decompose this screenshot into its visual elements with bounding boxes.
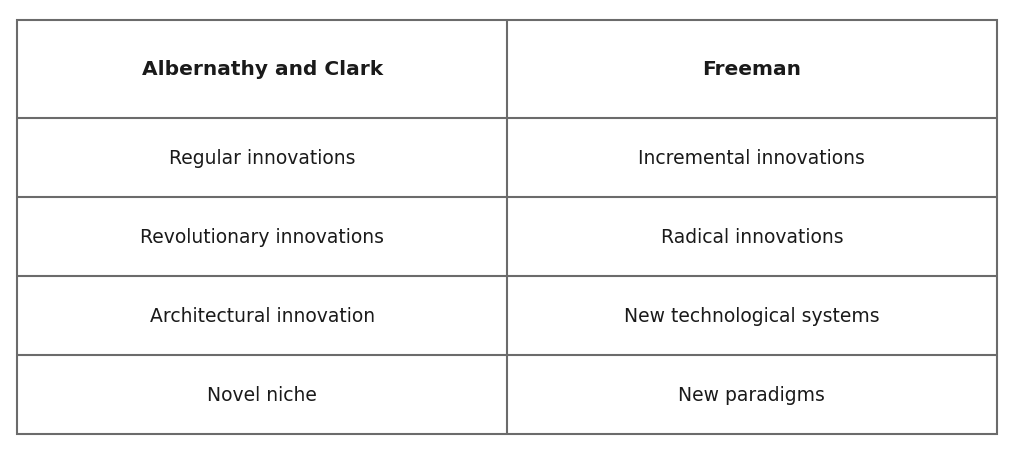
Text: New paradigms: New paradigms [678,385,825,404]
Text: Novel niche: Novel niche [207,385,317,404]
Text: New technological systems: New technological systems [624,306,880,325]
Text: Revolutionary innovations: Revolutionary innovations [140,227,384,246]
Text: Albernathy and Clark: Albernathy and Clark [142,61,382,79]
Text: Architectural innovation: Architectural innovation [149,306,375,325]
Text: Incremental innovations: Incremental innovations [639,148,865,167]
Text: Freeman: Freeman [703,61,801,79]
Text: Radical innovations: Radical innovations [660,227,844,246]
Text: Regular innovations: Regular innovations [169,148,355,167]
